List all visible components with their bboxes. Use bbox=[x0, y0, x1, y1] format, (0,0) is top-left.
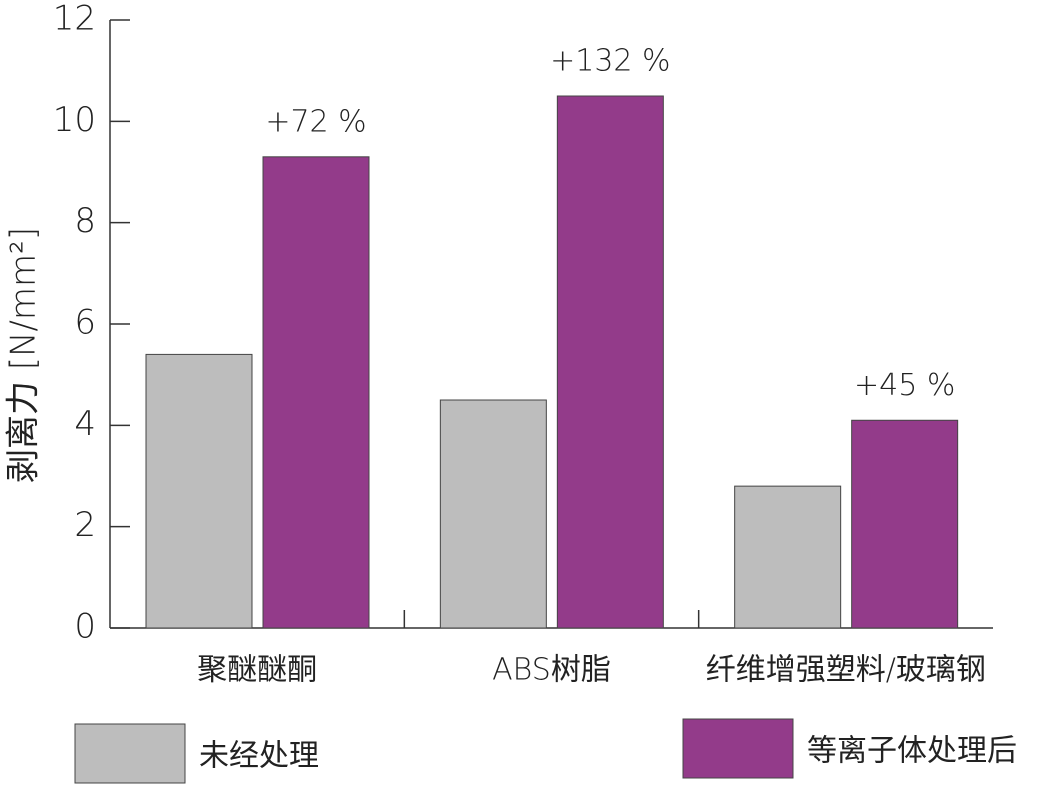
annotation: +45 % bbox=[854, 368, 955, 403]
x-tick-label: 聚醚醚酮 bbox=[197, 653, 317, 688]
y-tick-label: 2 bbox=[74, 505, 96, 545]
y-tick-label: 4 bbox=[74, 404, 96, 444]
y-tick-label: 10 bbox=[53, 100, 96, 140]
y-tick-label: 12 bbox=[53, 0, 96, 39]
annotation: +72 % bbox=[265, 104, 366, 139]
y-tick-label: 0 bbox=[74, 607, 96, 647]
bar bbox=[145, 353, 253, 629]
bar bbox=[734, 485, 842, 629]
legend-label: 等离子体处理后 bbox=[807, 734, 1017, 769]
bar bbox=[556, 95, 664, 629]
legend-swatch bbox=[74, 723, 186, 784]
y-tick-label: 6 bbox=[74, 303, 96, 343]
y-tick-label: 8 bbox=[74, 201, 96, 241]
x-tick-label: 纤维增强塑料/玻璃钢 bbox=[706, 653, 986, 688]
legend-swatch bbox=[682, 718, 794, 779]
bar bbox=[439, 399, 547, 629]
legend-label: 未经处理 bbox=[199, 739, 319, 774]
bar bbox=[262, 156, 370, 629]
x-tick-label: ABS树脂 bbox=[492, 653, 611, 688]
bar bbox=[851, 419, 959, 629]
annotation: +132 % bbox=[550, 44, 670, 79]
y-axis-label: 剥离力 [N/mm²] bbox=[4, 227, 44, 483]
